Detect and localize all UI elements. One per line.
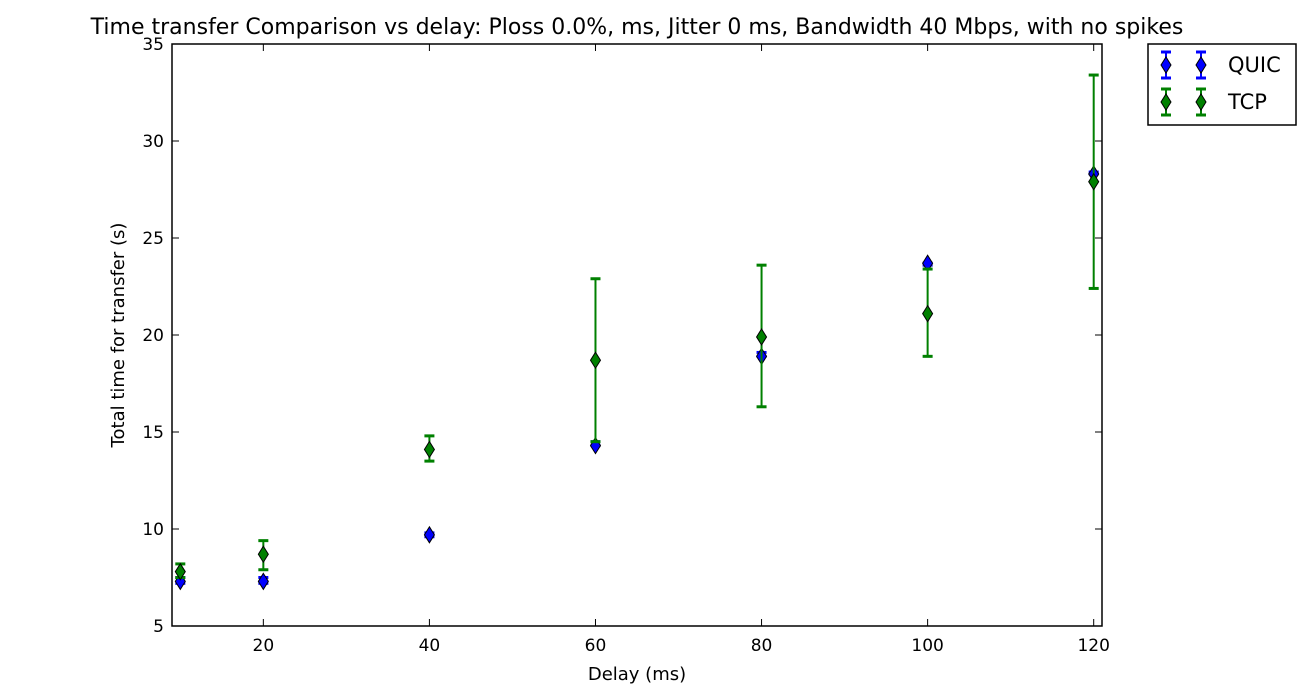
legend-marker xyxy=(1195,93,1207,111)
legend-entry-tcp: TCP xyxy=(1160,87,1267,117)
x-tick-label: 20 xyxy=(253,636,275,656)
series-tcp xyxy=(174,73,1100,581)
data-point xyxy=(257,545,269,564)
data-point xyxy=(423,440,436,459)
y-tick-label: 5 xyxy=(153,617,164,637)
plot-frame xyxy=(171,43,1103,627)
y-tick-label: 30 xyxy=(142,132,164,152)
data-point xyxy=(174,562,186,581)
x-axis-title: Delay (ms) xyxy=(588,664,686,685)
data-point xyxy=(1088,172,1100,191)
legend-marker xyxy=(1195,56,1207,74)
data-point xyxy=(423,525,436,544)
plot-area xyxy=(174,73,1100,591)
y-tick-label: 15 xyxy=(142,423,164,443)
axis-ticks: 20 40 60 80 100 120 5 10 15 20 25 30 35 xyxy=(142,35,1110,656)
data-point xyxy=(257,572,269,591)
y-axis-title: Total time for transfer (s) xyxy=(108,223,129,449)
chart-title: Time transfer Comparison vs delay: Ploss… xyxy=(90,15,1184,40)
legend-marker xyxy=(1160,93,1172,111)
x-tick-label: 40 xyxy=(419,636,441,656)
x-tick-label: 120 xyxy=(1077,636,1109,656)
data-point xyxy=(755,327,768,346)
series-quic xyxy=(174,165,1100,591)
x-tick-label: 80 xyxy=(751,636,773,656)
data-point xyxy=(589,351,602,370)
y-tick-label: 20 xyxy=(142,326,164,346)
data-point xyxy=(922,304,934,323)
legend: QUIC TCP xyxy=(1147,43,1297,126)
y-tick-label: 35 xyxy=(142,35,164,55)
y-tick-label: 10 xyxy=(142,520,164,540)
legend-label: QUIC xyxy=(1228,53,1281,77)
x-tick-label: 60 xyxy=(585,636,607,656)
legend-label: TCP xyxy=(1227,90,1267,114)
y-tick-label: 25 xyxy=(142,229,164,249)
legend-marker xyxy=(1160,56,1172,74)
legend-frame xyxy=(1147,43,1297,126)
legend-entry-quic: QUIC xyxy=(1160,50,1281,80)
x-tick-label: 100 xyxy=(911,636,943,656)
